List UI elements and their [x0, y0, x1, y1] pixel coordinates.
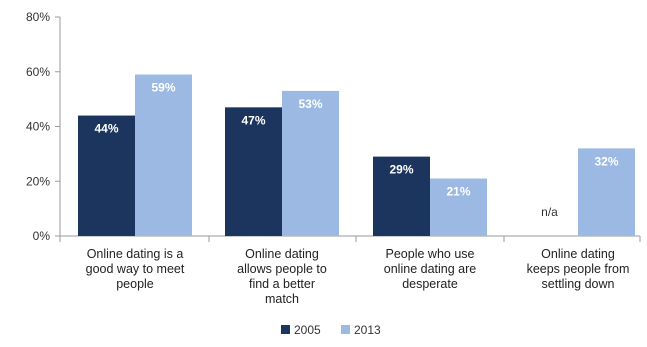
data-label: 32% — [594, 154, 618, 168]
bar-2013-3 — [430, 178, 487, 236]
y-tick-label: 80% — [26, 10, 50, 24]
category-label: Online dating keeps people from settling d… — [527, 247, 630, 291]
category-label: Online dating allows people to find a bett… — [237, 247, 327, 306]
category-label: People who use online dating are desperate — [384, 247, 476, 291]
bar-2005-3 — [373, 156, 430, 236]
legend: 2005 2013 — [281, 323, 381, 337]
category-labels: Online dating is a good way to meet people… — [86, 247, 630, 306]
legend-label-2005: 2005 — [294, 323, 321, 337]
y-axis: 0% 20% 40% 60% 80% — [26, 10, 61, 243]
bar-2013-2 — [282, 90, 339, 236]
category-label: Online dating is a good way to meet people — [86, 247, 185, 291]
legend-label-2013: 2013 — [354, 323, 381, 337]
y-tick-label: 0% — [33, 229, 51, 243]
bar-2005-2 — [225, 107, 282, 237]
bar-2013-4 — [578, 148, 635, 236]
data-labels: 44% 47% 29% n/a 59% 53% 21% 32% — [94, 80, 618, 219]
data-label: 47% — [241, 113, 265, 127]
legend-swatch-2005 — [281, 325, 290, 334]
data-label: 44% — [94, 122, 118, 136]
y-tick-label: 60% — [26, 65, 50, 79]
bar-2013-1 — [135, 74, 192, 236]
y-tick-label: 40% — [26, 120, 50, 134]
y-tick-label: 20% — [26, 174, 50, 188]
x-axis — [59, 235, 641, 242]
legend-swatch-2013 — [341, 325, 350, 334]
data-label: 53% — [298, 97, 322, 111]
bar-2005-1 — [78, 115, 135, 236]
bars — [78, 74, 635, 237]
data-label: 59% — [151, 80, 175, 94]
data-label: 29% — [389, 163, 413, 177]
data-label: 21% — [446, 185, 470, 199]
na-label: n/a — [541, 205, 558, 219]
